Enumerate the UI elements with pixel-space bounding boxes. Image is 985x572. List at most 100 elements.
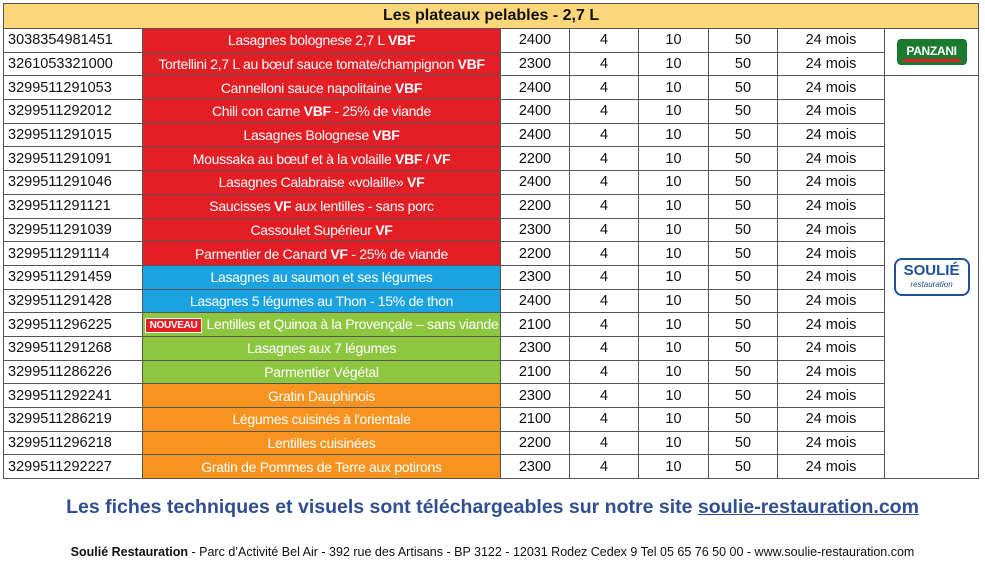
ean-code: 3299511296225 xyxy=(3,312,143,337)
value-col3: 10 xyxy=(638,28,709,53)
product-name-part: Cannelloni sauce napolitaine xyxy=(220,79,396,96)
value-col2: 4 xyxy=(569,383,639,408)
value-col3: 10 xyxy=(638,312,709,337)
value-col3: 10 xyxy=(638,288,709,314)
shelf-life: 24 mois xyxy=(777,51,885,77)
value-col3: 10 xyxy=(638,99,709,124)
table-row: 3299511291114 Parmentier de Canard VF - 2… xyxy=(3,241,979,266)
value-col3: 10 xyxy=(638,51,709,77)
value-col3: 10 xyxy=(638,241,709,266)
value-col4: 50 xyxy=(708,454,778,480)
shelf-life: 24 mois xyxy=(777,430,885,456)
table-row: 3299511291428 Lasagnes 5 légumes au Thon … xyxy=(3,288,979,314)
ean-code: 3299511291459 xyxy=(3,264,143,290)
shelf-life: 24 mois xyxy=(777,75,885,101)
value-col2: 4 xyxy=(569,122,639,148)
value-col1: 2200 xyxy=(500,241,570,266)
product-name: Légumes cuisinés à l'orientale xyxy=(142,407,501,432)
value-col3: 10 xyxy=(638,146,709,172)
shelf-life: 24 mois xyxy=(777,288,885,314)
value-col1: 2400 xyxy=(500,122,570,148)
product-name: Lasagnes aux 7 légumes xyxy=(142,335,501,361)
shelf-life: 24 mois xyxy=(777,383,885,408)
product-name-part: Gratin Dauphinois xyxy=(268,387,375,404)
value-col2: 4 xyxy=(569,407,639,432)
product-name: Tortellini 2,7 L au bœuf sauce tomate/ch… xyxy=(142,51,501,77)
product-name-part: VBF xyxy=(388,32,416,49)
shelf-life: 24 mois xyxy=(777,241,885,266)
panzani-logo-text: PANZANI xyxy=(906,44,957,59)
value-col2: 4 xyxy=(569,335,639,361)
value-col4: 50 xyxy=(708,312,778,337)
value-col2: 4 xyxy=(569,193,639,219)
footer-company: Soulié Restauration xyxy=(70,545,189,559)
product-name: Parmentier de Canard VF - 25% de viande xyxy=(142,241,501,266)
product-name-part: Cassoulet Supérieur xyxy=(250,221,376,238)
product-name-part: VBF xyxy=(457,56,485,73)
product-table: Les plateaux pelables - 2,7 L 3038354981… xyxy=(2,3,980,480)
product-name: Lasagnes Bolognese VBF xyxy=(142,122,501,148)
product-name-part: Parmentier de Canard xyxy=(195,245,331,262)
shelf-life: 24 mois xyxy=(777,146,885,172)
ean-code: 3299511291091 xyxy=(3,146,143,172)
table-row: 3299511292012 Chili con carne VBF - 25% d… xyxy=(3,99,979,124)
footer-address: - Parc d’Activité Bel Air - 392 rue des … xyxy=(188,545,915,559)
product-name: Chili con carne VBF - 25% de viande xyxy=(142,99,501,124)
product-name-part: Saucisses xyxy=(209,198,274,215)
value-col1: 2400 xyxy=(500,170,570,195)
value-col4: 50 xyxy=(708,170,778,195)
value-col1: 2300 xyxy=(500,217,570,243)
table-row: 3299511296218 Lentilles cuisinées 2200 4 10 5… xyxy=(3,430,979,456)
value-col4: 50 xyxy=(708,51,778,77)
table-row: 3299511291091 Moussaka au bœuf et à la vo… xyxy=(3,146,979,172)
table-row: 3299511296225 NOUVEAU Lentilles et Quinoa … xyxy=(3,312,979,337)
value-col2: 4 xyxy=(569,99,639,124)
table-row: 3299511291015 Lasagnes Bolognese VBF 2400 4… xyxy=(3,122,979,148)
value-col2: 4 xyxy=(569,264,639,290)
value-col3: 10 xyxy=(638,75,709,101)
product-name-part: VBF xyxy=(395,150,423,167)
value-col4: 50 xyxy=(708,28,778,53)
product-name-part: Lasagnes bolognese 2,7 L xyxy=(227,32,388,49)
product-name: Moussaka au bœuf et à la volaille VBF / … xyxy=(142,146,501,172)
value-col4: 50 xyxy=(708,264,778,290)
product-name-part: Lentilles cuisinées xyxy=(267,435,376,452)
value-col4: 50 xyxy=(708,407,778,432)
product-name-part: VF xyxy=(274,198,292,215)
value-col2: 4 xyxy=(569,454,639,480)
shelf-life: 24 mois xyxy=(777,312,885,337)
value-col1: 2400 xyxy=(500,99,570,124)
value-col2: 4 xyxy=(569,170,639,195)
product-name-part: - 25% de viande xyxy=(347,245,448,262)
value-col4: 50 xyxy=(708,75,778,101)
value-col4: 50 xyxy=(708,359,778,385)
product-name: Gratin Dauphinois xyxy=(142,383,501,408)
footer: Soulié Restauration - Parc d’Activité Be… xyxy=(0,545,985,559)
value-col1: 2200 xyxy=(500,193,570,219)
product-name: Cannelloni sauce napolitaine VBF xyxy=(142,75,501,101)
value-col3: 10 xyxy=(638,454,709,480)
product-name-part: VBF xyxy=(395,79,423,96)
value-col2: 4 xyxy=(569,241,639,266)
ean-code: 3299511291053 xyxy=(3,75,143,101)
value-col1: 2400 xyxy=(500,28,570,53)
shelf-life: 24 mois xyxy=(777,407,885,432)
product-name-part: VBF xyxy=(372,127,400,144)
product-name-part: Moussaka au bœuf et à la volaille xyxy=(192,150,396,167)
shelf-life: 24 mois xyxy=(777,28,885,53)
value-col3: 10 xyxy=(638,217,709,243)
ean-code: 3299511291428 xyxy=(3,288,143,314)
panzani-logo: PANZANI xyxy=(896,39,967,66)
value-col3: 10 xyxy=(638,264,709,290)
table-row: 3299511291053 Cannelloni sauce napolitain… xyxy=(3,75,980,480)
ean-code: 3299511291114 xyxy=(3,241,143,266)
table-row: 3038354981451 Lasagnes bolognese 2,7 L VB… xyxy=(3,27,980,77)
product-name-part: Tortellini 2,7 L au bœuf sauce tomate/ch… xyxy=(158,56,458,73)
shelf-life: 24 mois xyxy=(777,122,885,148)
website-link[interactable]: soulie-restauration.com xyxy=(697,496,919,518)
product-name: Lentilles cuisinées xyxy=(142,430,501,456)
table-row: 3299511292241 Gratin Dauphinois 2300 4 10 50 2… xyxy=(3,383,979,408)
product-name: NOUVEAU Lentilles et Quinoa à la Provença… xyxy=(142,312,501,337)
value-col1: 2300 xyxy=(500,264,570,290)
ean-code: 3299511292227 xyxy=(3,454,143,480)
